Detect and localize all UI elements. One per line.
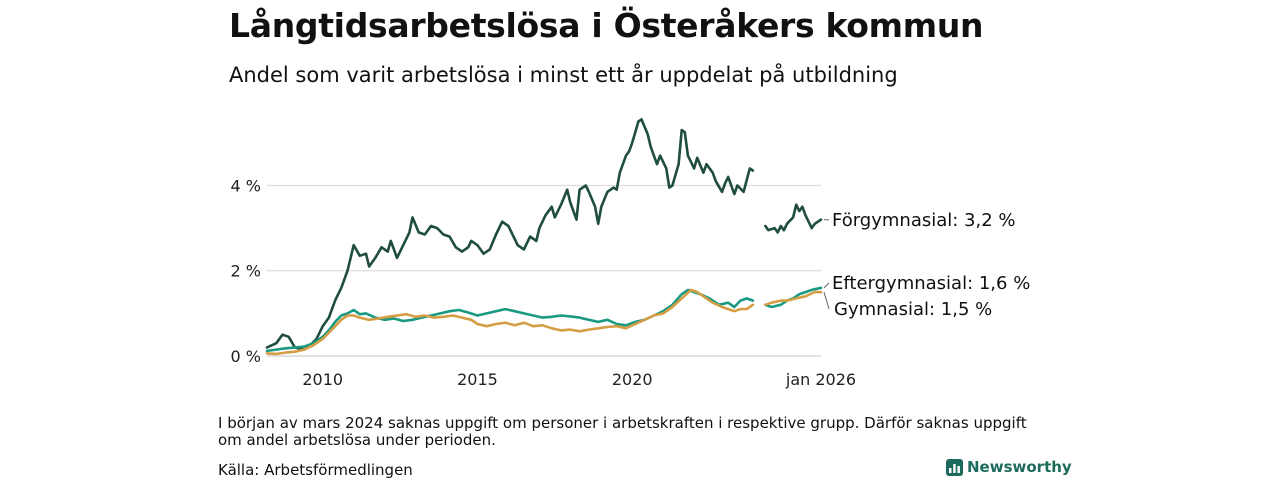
x-tick-label: 2015: [457, 370, 498, 389]
bar-chart-icon: [946, 458, 963, 476]
brand-logo[interactable]: Newsworthy: [946, 458, 1072, 476]
source-text: Källa: Arbetsförmedlingen: [218, 461, 413, 479]
brand-name: Newsworthy: [967, 458, 1072, 476]
x-tick-label: 2010: [302, 370, 343, 389]
y-tick-label: 2 %: [231, 262, 261, 281]
series-end-label: Eftergymnasial: 1,6 %: [832, 273, 1030, 294]
footnote: I början av mars 2024 saknas uppgift om …: [218, 414, 1027, 449]
x-tick-label: jan 2026: [785, 370, 856, 389]
label-leader-line: [823, 282, 830, 289]
series-line: [265, 288, 755, 356]
series-line: [265, 288, 755, 353]
series-line: [265, 118, 755, 351]
series-end-label: Gymnasial: 1,5 %: [834, 299, 992, 320]
series-line: [764, 203, 823, 234]
series-lines: [265, 118, 823, 356]
gridlines: [267, 184, 821, 357]
series-line: [764, 286, 823, 309]
series-line: [764, 290, 823, 307]
chart-title: Långtidsarbetslösa i Österåkers kommun: [229, 6, 984, 45]
x-tick-label: 2020: [612, 370, 653, 389]
y-tick-label: 4 %: [231, 176, 261, 195]
label-leader-line: [823, 291, 830, 310]
y-tick-label: 0 %: [231, 347, 261, 366]
line-chart: 0 % 2 % 4 % 2010 2015 2020 jan 2026 Förgymnasia…: [231, 118, 1031, 389]
chart-labels: 0 % 2 % 4 % 2010 2015 2020 jan 2026 Förgymnasia…: [231, 176, 1031, 389]
series-end-label: Förgymnasial: 3,2 %: [832, 210, 1016, 231]
chart-subtitle: Andel som varit arbetslösa i minst ett å…: [229, 63, 898, 87]
